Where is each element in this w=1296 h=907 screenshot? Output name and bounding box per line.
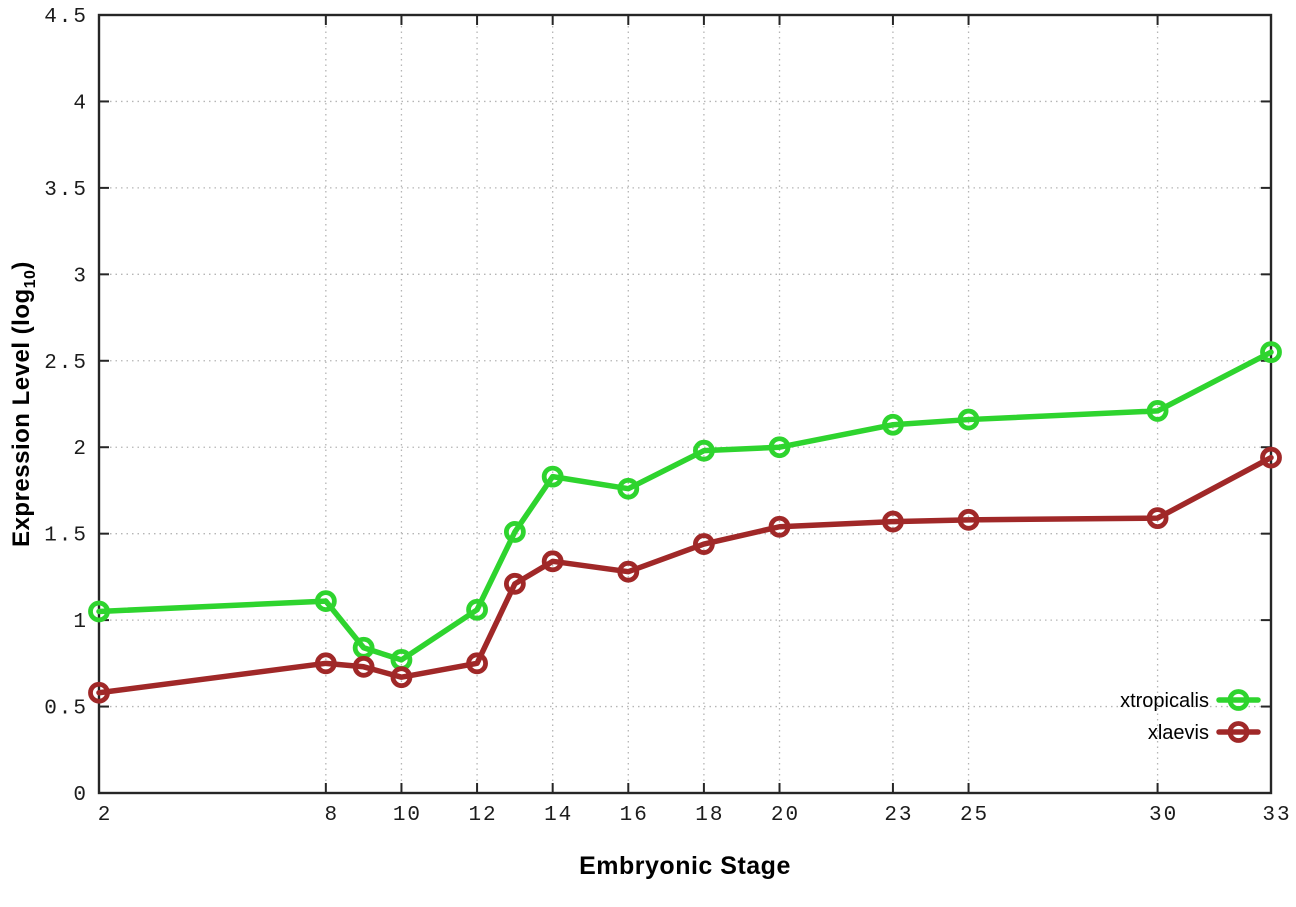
legend-marker [1227,689,1250,711]
data-point-xlaevis [466,652,488,675]
legend-item-xtropicalis: xtropicalis [1120,689,1261,712]
x-tick-label: 14 [544,804,573,827]
data-point-xlaevis [314,652,337,675]
y-axis-title-suffix: ) [8,261,36,270]
x-tick-label: 23 [884,804,913,827]
x-tick-label: 16 [620,804,649,827]
data-point-xlaevis [352,655,375,678]
data-point-xlaevis [503,572,526,595]
data-point-xtropicalis [503,521,526,543]
x-tick-label: 12 [468,804,497,827]
legend-item-xlaevis: xlaevis [1148,721,1261,744]
data-point-xlaevis [390,666,413,689]
data-point-xlaevis [1146,507,1169,530]
data-point-xlaevis [88,681,110,704]
data-point-xtropicalis [466,598,488,621]
y-tick-label: 4 [73,92,88,115]
data-point-xtropicalis [541,465,564,488]
data-point-xlaevis [1260,446,1282,469]
legend-marker [1227,721,1250,743]
y-tick-label: 4.5 [44,6,88,29]
x-tick-label: 20 [771,804,800,827]
y-tick-label: 0 [73,784,88,807]
data-point-xlaevis [768,515,791,538]
data-point-xtropicalis [88,600,110,623]
data-point-xtropicalis [693,439,715,462]
x-tick-label: 8 [325,804,340,827]
x-tick-label: 30 [1149,804,1178,827]
y-tick-label: 0.5 [44,698,88,721]
y-tick-label: 1 [73,611,88,634]
data-point-xlaevis [541,550,564,573]
data-point-xtropicalis [957,408,980,431]
y-tick-label: 1.5 [44,525,88,548]
data-point-xtropicalis [314,590,337,612]
data-point-xlaevis [617,560,640,583]
data-point-xtropicalis [882,413,904,436]
data-point-xlaevis [882,510,904,533]
x-tick-label: 33 [1262,804,1291,827]
series-line-xlaevis [96,454,1274,696]
x-axis-title: Embryonic Stage [579,852,791,880]
y-axis-title-subscript: 10 [21,269,39,289]
x-tick-label: 18 [695,804,724,827]
y-tick-label: 3.5 [44,179,88,202]
y-tick-label: 3 [73,265,88,288]
data-point-xtropicalis [1260,341,1282,364]
data-point-xtropicalis [768,436,791,459]
x-tick-label: 2 [98,804,113,827]
legend-label: xtropicalis [1120,690,1209,712]
x-tick-label: 10 [393,804,422,827]
plot-border [97,13,1273,795]
y-tick-label: 2 [73,438,88,461]
x-tick-label: 25 [960,804,989,827]
y-tick-label: 2.5 [44,352,88,375]
y-axis-title-text: Expression Level (log [8,288,36,547]
series-line-xtropicalis [96,349,1274,663]
y-axis-title: Expression Level (log10) [8,261,40,547]
data-point-xtropicalis [1146,400,1169,422]
legend-label: xlaevis [1148,722,1209,744]
data-point-xtropicalis [617,477,640,500]
data-point-xlaevis [957,508,980,531]
data-point-xlaevis [693,533,715,555]
